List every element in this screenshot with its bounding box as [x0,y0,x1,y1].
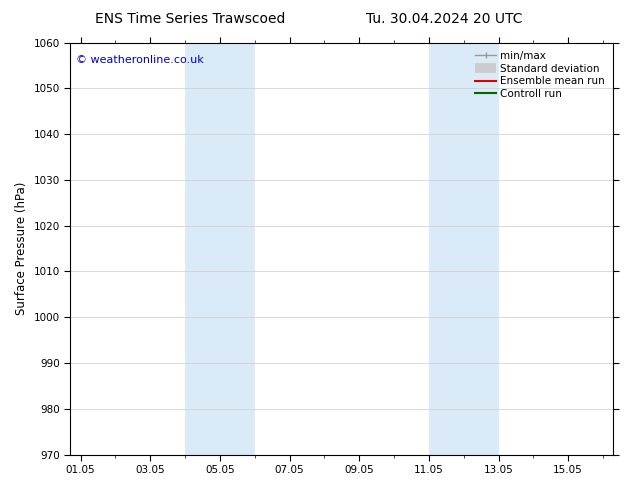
Bar [429,43,498,455]
Text: © weatheronline.co.uk: © weatheronline.co.uk [75,55,204,65]
Y-axis label: Surface Pressure (hPa): Surface Pressure (hPa) [15,182,28,315]
Bar [185,43,255,455]
Text: Tu. 30.04.2024 20 UTC: Tu. 30.04.2024 20 UTC [366,12,522,26]
Legend: min/max, Standard deviation, Ensemble mean run, Controll run: min/max, Standard deviation, Ensemble me… [472,48,608,102]
Text: ENS Time Series Trawscoed: ENS Time Series Trawscoed [95,12,285,26]
